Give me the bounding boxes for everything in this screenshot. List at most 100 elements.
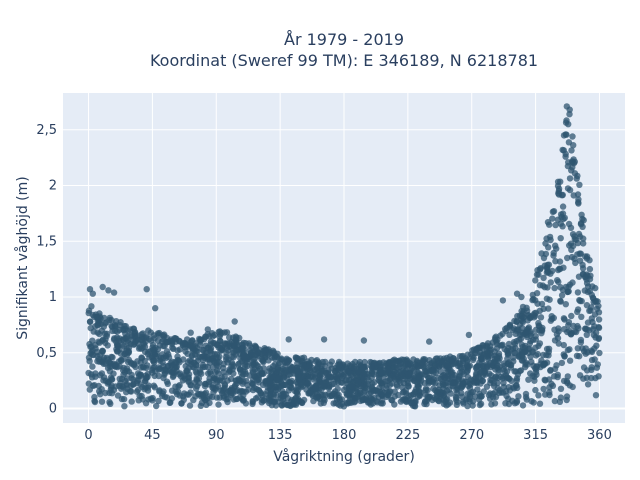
data-point [513, 397, 521, 405]
data-point [391, 401, 398, 408]
data-point [293, 364, 301, 371]
data-point [480, 388, 487, 395]
data-point [464, 362, 471, 369]
data-point [577, 221, 585, 228]
data-point [556, 398, 564, 405]
data-point [566, 186, 574, 194]
data-point [172, 388, 179, 395]
data-point [519, 402, 527, 409]
data-point [560, 132, 568, 139]
data-point [322, 369, 330, 377]
data-point [548, 315, 556, 323]
data-point [349, 360, 356, 368]
data-point [582, 253, 589, 260]
data-point [377, 370, 385, 378]
data-point [226, 334, 233, 341]
x-tick-label: 225 [395, 428, 420, 443]
data-point [255, 387, 263, 394]
data-point [426, 338, 433, 345]
data-point [467, 351, 475, 358]
data-point [576, 181, 583, 188]
data-point [586, 307, 593, 314]
data-point [119, 356, 127, 363]
data-point [535, 319, 542, 327]
data-point [292, 354, 299, 361]
data-point [301, 364, 308, 372]
data-point [139, 330, 147, 337]
data-point [224, 342, 231, 349]
data-point [207, 338, 215, 345]
data-point [454, 376, 462, 383]
x-tick-label: 315 [523, 428, 548, 443]
data-point [545, 305, 552, 312]
data-point [584, 381, 592, 388]
data-point [255, 376, 262, 383]
data-point [208, 330, 216, 337]
data-point [383, 393, 390, 400]
data-point [432, 379, 439, 387]
data-point [546, 389, 553, 396]
data-point [416, 392, 423, 399]
data-point [478, 356, 485, 363]
data-point [232, 351, 240, 358]
data-point [513, 377, 520, 384]
data-point [294, 387, 302, 394]
data-point [544, 219, 552, 226]
data-point [530, 399, 537, 406]
data-point [570, 160, 578, 167]
data-point [516, 336, 523, 343]
data-point [557, 298, 564, 305]
data-point [582, 273, 589, 280]
data-point [266, 379, 274, 386]
data-point [566, 327, 573, 335]
data-point [266, 397, 273, 404]
data-point [507, 364, 515, 371]
tick-labels: 0 45 90 135 180 225 270 315 360 0 0,5 1 1,5 2 2,5 [36, 123, 612, 443]
data-point [558, 214, 565, 221]
data-point [278, 402, 286, 409]
data-point [85, 380, 93, 387]
data-point [504, 351, 512, 358]
data-point [369, 365, 376, 372]
data-point [121, 403, 128, 410]
data-point [476, 401, 484, 409]
data-point [595, 316, 603, 323]
data-point [560, 315, 568, 322]
data-point [252, 395, 260, 402]
data-point [120, 326, 127, 334]
x-tick-label: 135 [268, 428, 293, 443]
data-point [423, 372, 431, 379]
data-point [558, 359, 566, 367]
data-point [590, 331, 597, 339]
data-point [210, 385, 217, 392]
data-point [494, 384, 502, 392]
data-point [260, 397, 268, 404]
data-point [594, 298, 601, 305]
data-point [327, 361, 334, 368]
data-point [525, 345, 532, 353]
data-point [327, 373, 334, 381]
data-point [86, 318, 94, 325]
data-point [572, 259, 579, 267]
data-point [361, 395, 368, 402]
data-point [209, 351, 216, 358]
data-point [338, 396, 346, 403]
data-point [513, 382, 520, 389]
scatter-points [85, 103, 603, 410]
data-point [426, 361, 433, 368]
data-point [100, 323, 108, 330]
data-point [156, 388, 163, 395]
data-point [355, 361, 363, 368]
data-point [311, 384, 318, 392]
data-point [357, 383, 365, 390]
data-point [164, 362, 172, 370]
data-point [546, 233, 554, 241]
data-point [144, 362, 151, 369]
data-point [264, 384, 271, 391]
data-point [542, 250, 550, 258]
data-point [246, 372, 253, 379]
data-point [89, 290, 97, 297]
data-point [531, 377, 538, 384]
data-point [534, 300, 541, 307]
data-point [156, 329, 163, 337]
